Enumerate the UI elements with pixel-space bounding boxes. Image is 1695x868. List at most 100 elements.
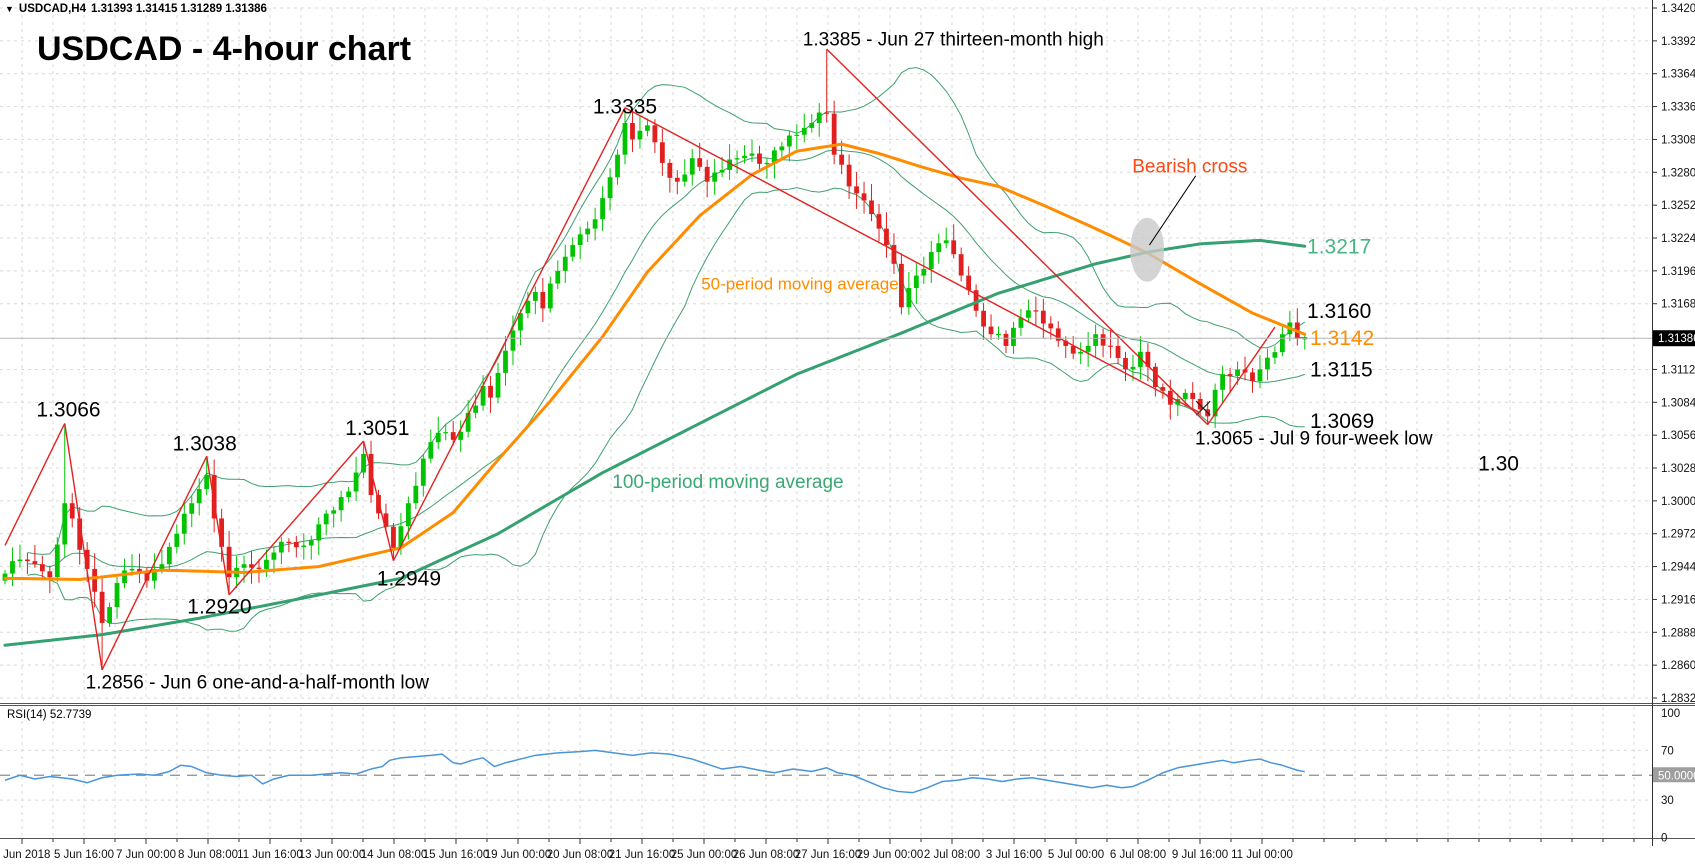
trendline	[228, 440, 365, 596]
trendline	[624, 107, 1201, 414]
price-axis-label: 1.31120	[1661, 364, 1695, 376]
time-axis-label: 4 Jun 2018	[0, 849, 50, 861]
bb-middle	[27, 149, 1305, 569]
annotations: 1.3066 1.3038 1.3051 1.2920 1.2949 1.2856 - J…	[36, 30, 1519, 694]
price-axis-label: 1.28320	[1661, 693, 1695, 705]
rsi-axis-label: 70	[1661, 745, 1674, 757]
time-axis-label: 8 Jun 08:00	[178, 849, 238, 861]
time-axis[interactable]: 4 Jun 2018 5 Jun 16:007 Jun 00:008 Jun 08…	[0, 839, 1635, 861]
annotation-low-1-2949: 1.2949	[377, 567, 441, 590]
candles	[2, 49, 1308, 670]
trendline-handle-icon[interactable]	[1195, 400, 1211, 416]
trendlines[interactable]	[4, 48, 1308, 671]
trendline	[362, 440, 395, 561]
rsi-line	[4, 749, 1305, 794]
annotation-high-1-3051: 1.3051	[345, 417, 409, 440]
price-axis-label: 1.29440	[1661, 562, 1695, 574]
price-axis-label: 1.34200	[1661, 3, 1695, 15]
price-axis-label: 1.33920	[1661, 36, 1695, 48]
annotation-low-1-3065-note: 1.3065 - Jul 9 four-week low	[1195, 429, 1433, 450]
time-axis-label: 2 Jul 08:00	[924, 849, 980, 861]
price-axis-label: 1.30000	[1661, 496, 1695, 508]
annotation-high-1-3335: 1.3335	[593, 96, 657, 119]
time-axis-label: 15 Jun 16:00	[423, 849, 490, 861]
price-axis-label: 1.30840	[1661, 397, 1695, 409]
rsi-axis-label: 100	[1661, 708, 1680, 720]
trendline	[64, 423, 103, 670]
price-axis[interactable]: 1.34200 1.33920 1.33640 1.33360 1.33080 1.328…	[1652, 3, 1695, 705]
current-price-tag-text: 1.31386	[1658, 333, 1695, 345]
annotation-ma100-label: 100-period moving average	[612, 472, 843, 493]
time-axis-label: 20 Jun 08:00	[547, 849, 614, 861]
trendline	[205, 456, 230, 595]
time-axis-label: 9 Jul 16:00	[1172, 849, 1228, 861]
moving-average-50	[3, 142, 1307, 581]
trendline	[392, 107, 626, 562]
price-axis-label: 1.30280	[1661, 463, 1695, 475]
price-axis-label: 1.32240	[1661, 233, 1695, 245]
time-axis-label: 7 Jun 00:00	[116, 849, 176, 861]
current-price-tag	[1653, 330, 1695, 347]
time-axis-label: 5 Jun 16:00	[54, 849, 114, 861]
time-axis-label: 11 Jun 16:00	[237, 849, 303, 861]
time-axis-label: 6 Jul 08:00	[1110, 849, 1166, 861]
price-axis-label: 1.33080	[1661, 134, 1695, 146]
quote-symbol: USDCAD,H4	[18, 3, 87, 15]
time-axis-label: 5 Jul 00:00	[1048, 849, 1104, 861]
annotation-level-1-3115: 1.3115	[1310, 358, 1373, 381]
time-axis-label: 14 Jun 08:00	[361, 849, 428, 861]
annotation-ma50-label: 50-period moving average	[701, 275, 899, 294]
price-axis-label: 1.29160	[1661, 594, 1695, 606]
rsi-axis-label: 0	[1661, 833, 1667, 845]
symbol-dropdown-icon[interactable]: ▼	[5, 4, 14, 14]
price-axis-label: 1.28880	[1661, 627, 1695, 639]
time-axis-label: 21 Jun 16:00	[609, 849, 676, 861]
price-axis-label: 1.32520	[1661, 200, 1695, 212]
pane-borders	[0, 0, 1695, 846]
quote-bar: ▼ USDCAD,H4 1.31393 1.31415 1.31289 1.31…	[5, 3, 267, 15]
price-axis-label: 1.32800	[1661, 167, 1695, 179]
time-axis-label: 11 Jul 00:00	[1231, 849, 1293, 861]
bb-lower	[27, 187, 1305, 632]
trendline	[1207, 326, 1276, 425]
trendline	[101, 455, 208, 671]
quote-ohlc: 1.31393 1.31415 1.31289 1.31386	[91, 3, 267, 15]
annotation-bearish-cross-label: Bearish cross	[1132, 156, 1247, 177]
time-axis-label: 13 Jun 00:00	[299, 849, 366, 861]
trendline	[826, 48, 1209, 426]
bearish-cross-ellipse	[1130, 217, 1165, 282]
grid	[0, 7, 1652, 838]
time-axis-label: 25 Jun 00:00	[671, 849, 738, 861]
annotation-level-1-30: 1.30	[1478, 452, 1519, 475]
annotation-level-1-3160: 1.3160	[1307, 300, 1371, 323]
time-axis-label: 29 Jun 00:00	[857, 849, 924, 861]
annotation-level-1-3069: 1.3069	[1310, 410, 1374, 433]
time-axis-label: 3 Jul 16:00	[986, 849, 1042, 861]
bollinger-bands	[27, 67, 1306, 632]
price-axis-label: 1.29720	[1661, 529, 1695, 541]
annotation-level-1-3142: 1.3142	[1310, 327, 1374, 350]
rsi-50-tag	[1653, 767, 1695, 783]
rsi-axis[interactable]: 100 70 30 0 50.0000	[1653, 708, 1695, 845]
rsi-indicator-label: RSI(14) 52.7739	[7, 709, 92, 721]
rsi-axis-label: 30	[1661, 795, 1674, 807]
price-axis-label: 1.30560	[1661, 430, 1695, 442]
trendline	[4, 423, 66, 546]
price-axis-label: 1.31680	[1661, 299, 1695, 311]
time-axis-label: 27 Jun 16:00	[795, 849, 862, 861]
moving-average-100	[3, 238, 1307, 647]
annotation-high-1-3385-note: 1.3385 - Jun 27 thirteen-month high	[803, 30, 1104, 51]
annotation-high-1-3066: 1.3066	[36, 398, 100, 421]
annotation-high-1-3038: 1.3038	[173, 432, 237, 455]
annotation-low-1-2856-note: 1.2856 - Jun 6 one-and-a-half-month low	[86, 673, 430, 694]
bearish-cross-callout-line	[1148, 175, 1197, 246]
time-axis-label: 19 Jun 00:00	[485, 849, 552, 861]
price-axis-label: 1.28600	[1661, 660, 1695, 672]
price-axis-label: 1.31960	[1661, 266, 1695, 278]
rsi-50-tag-text: 50.0000	[1658, 770, 1695, 782]
annotation-level-1-3217: 1.3217	[1307, 235, 1371, 258]
annotation-low-1-2920: 1.2920	[187, 596, 251, 619]
price-axis-label: 1.33360	[1661, 102, 1695, 114]
